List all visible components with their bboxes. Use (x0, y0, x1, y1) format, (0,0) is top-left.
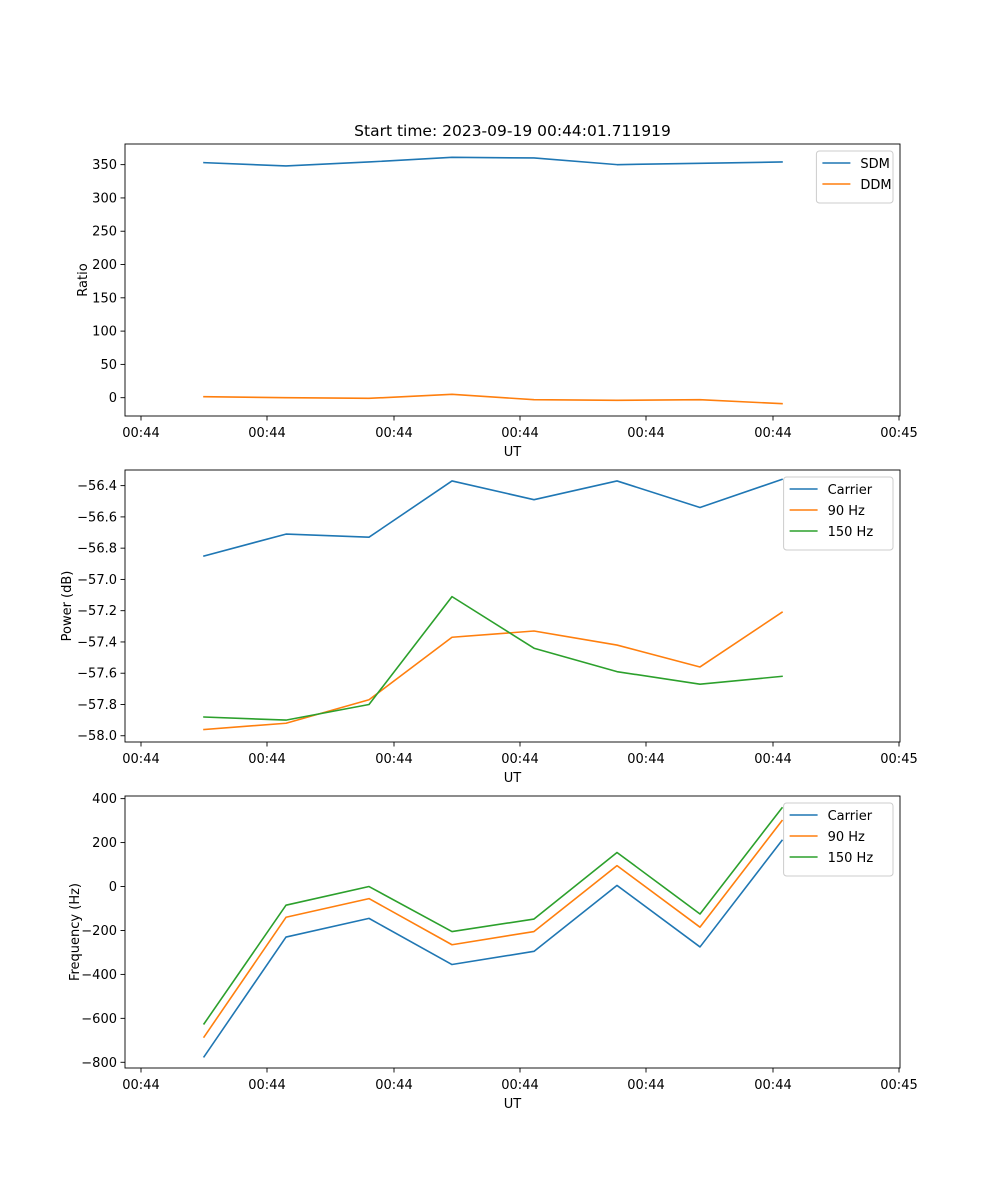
axes-frame (124, 469, 901, 743)
y-tick-label: 350 (92, 158, 117, 173)
y-tick-label: −800 (81, 1056, 117, 1071)
x-tick-label: 00:44 (375, 1078, 412, 1093)
figure-title: Start time: 2023-09-19 00:44:01.711919 (354, 122, 671, 140)
x-axis-label: UT (504, 445, 522, 460)
legend-entry: 90 Hz (828, 830, 865, 845)
x-tick-label: 00:45 (880, 752, 917, 767)
chart-panel-1: 00:44 00:44 00:44 00:44 00:44 00:44 00:45 UT 0 50… (76, 143, 918, 460)
legend: SDM DDM (815, 150, 894, 204)
y-tick-label: 50 (100, 358, 117, 373)
x-axis-label: UT (504, 771, 522, 786)
y-tick-label: −400 (81, 968, 117, 983)
x-tick-label: 00:44 (375, 426, 412, 441)
x-tick-label: 00:44 (501, 426, 538, 441)
legend-entry: Carrier (828, 809, 873, 824)
x-tick-label: 00:44 (754, 1078, 791, 1093)
x-tick-label: 00:44 (122, 426, 159, 441)
y-tick-label: 0 (109, 880, 117, 895)
x-tick-label: 00:44 (627, 752, 664, 767)
y-tick-label: 150 (92, 291, 117, 306)
y-axis-label: Frequency (Hz) (68, 883, 83, 981)
y-tick-label: −58.0 (77, 729, 117, 744)
y-tick-label: −57.8 (77, 698, 117, 713)
legend-entry: SDM (860, 157, 889, 172)
x-tick-label: 00:44 (248, 1078, 285, 1093)
x-tick-label: 00:44 (375, 752, 412, 767)
y-tick-label: −57.0 (77, 573, 117, 588)
x-axis-label: UT (504, 1097, 522, 1112)
legend-entry: Carrier (828, 483, 873, 498)
x-tick-label: 00:44 (122, 752, 159, 767)
x-tick-label: 00:44 (248, 752, 285, 767)
y-tick-label: 200 (92, 836, 117, 851)
y-axis-label: Ratio (76, 263, 91, 296)
legend-entry: 150 Hz (828, 851, 874, 866)
y-tick-label: −56.4 (77, 479, 117, 494)
y-tick-label: −57.2 (77, 604, 117, 619)
x-tick-label: 00:44 (248, 426, 285, 441)
x-tick-label: 00:44 (754, 426, 791, 441)
x-tick-label: 00:44 (754, 752, 791, 767)
y-tick-label: −56.8 (77, 542, 117, 557)
y-tick-label: 0 (109, 391, 117, 406)
axes-frame (124, 143, 901, 417)
x-tick-label: 00:45 (880, 426, 917, 441)
series-line-150-hz (202, 806, 784, 1025)
y-tick-label: −200 (81, 924, 117, 939)
y-axis-label: Power (dB) (60, 571, 75, 642)
series-line-carrier (203, 478, 784, 557)
y-tick-label: −57.6 (77, 667, 117, 682)
x-tick-label: 00:44 (501, 752, 538, 767)
legend-entry: 90 Hz (828, 504, 865, 519)
series-line-90-hz (202, 819, 784, 1039)
legend: Carrier 90 Hz 150 Hz (783, 802, 894, 877)
chart-panel-3: 00:44 00:44 00:44 00:44 00:44 00:44 00:45 UT −80… (68, 792, 918, 1112)
series-line-sdm (203, 156, 783, 167)
y-tick-label: −57.4 (77, 635, 117, 650)
legend-entry: DDM (860, 178, 891, 193)
series-line-ddm (203, 393, 783, 405)
chart-panel-2: 00:44 00:44 00:44 00:44 00:44 00:44 00:45 UT −58… (60, 469, 918, 786)
y-tick-label: −56.6 (77, 510, 117, 525)
legend: Carrier 90 Hz 150 Hz (783, 476, 894, 551)
x-tick-label: 00:44 (627, 1078, 664, 1093)
x-tick-label: 00:44 (627, 426, 664, 441)
axes-frame (124, 795, 901, 1069)
legend-entry: 150 Hz (828, 525, 874, 540)
y-tick-label: 100 (92, 325, 117, 340)
legend-box (815, 150, 894, 204)
x-tick-label: 00:45 (880, 1078, 917, 1093)
series-line-150-hz (203, 595, 783, 721)
y-tick-label: 200 (92, 258, 117, 273)
y-tick-label: −600 (81, 1012, 117, 1027)
x-tick-label: 00:44 (501, 1078, 538, 1093)
y-tick-label: 250 (92, 225, 117, 240)
y-tick-label: 400 (92, 792, 117, 807)
series-line-carrier (202, 839, 784, 1058)
y-tick-label: 300 (92, 191, 117, 206)
x-tick-label: 00:44 (122, 1078, 159, 1093)
chart-panels: 00:44 00:44 00:44 00:44 00:44 00:44 00:45 UT 0 50… (60, 143, 918, 1112)
series-line-90-hz (203, 611, 784, 731)
